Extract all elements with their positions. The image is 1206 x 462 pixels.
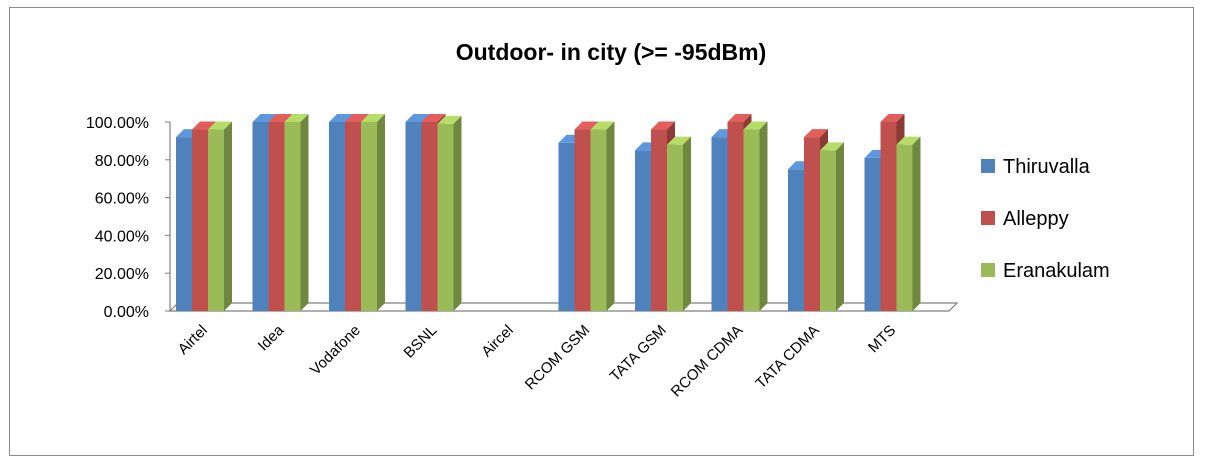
bar <box>268 122 285 311</box>
bar <box>574 129 591 311</box>
bar <box>711 137 728 311</box>
bar <box>820 150 836 311</box>
bar <box>329 122 345 311</box>
bar <box>345 122 361 311</box>
bar <box>284 122 301 311</box>
y-tick-label: 80.00% <box>95 153 149 170</box>
bar <box>743 129 760 311</box>
x-tick-label: Vodafone <box>307 322 364 379</box>
x-tick-label: TATA CDMA <box>752 322 822 392</box>
x-tick-label: MTS <box>865 322 899 356</box>
y-tick-label: 0.00% <box>104 304 149 321</box>
bar <box>727 122 744 311</box>
legend-swatch <box>981 159 995 173</box>
legend-label: Alleppy <box>1003 208 1069 230</box>
y-tick-label: 40.00% <box>95 228 149 245</box>
x-tick-label: RCOM GSM <box>522 322 594 394</box>
bar-side <box>224 121 232 311</box>
bar <box>558 142 575 311</box>
y-tick-label: 20.00% <box>95 266 149 283</box>
bar-side <box>759 121 768 311</box>
bar <box>176 137 192 311</box>
y-tick-label: 100.00% <box>86 115 149 132</box>
bar <box>635 150 651 311</box>
x-tick-label: Aircel <box>478 322 517 361</box>
x-tick-label: TATA GSM <box>607 322 670 385</box>
bar-side <box>377 114 385 311</box>
bar-side <box>683 136 691 311</box>
bar <box>252 122 269 311</box>
bars-layer <box>176 114 921 311</box>
legend-swatch <box>981 263 995 277</box>
bar <box>590 129 607 311</box>
bar <box>208 129 224 311</box>
chart-title: Outdoor- in city (>= -95dBm) <box>456 39 767 65</box>
bar-side <box>300 114 309 311</box>
bar <box>864 157 881 311</box>
bar-side <box>912 136 921 311</box>
bar <box>667 144 683 311</box>
bar <box>361 122 377 311</box>
bar <box>421 122 438 311</box>
bar-top <box>804 129 828 138</box>
bar <box>405 122 422 311</box>
y-tick-label: 60.00% <box>95 191 149 208</box>
legend-label: Thiruvalla <box>1003 156 1091 178</box>
bar <box>192 129 208 311</box>
bar <box>804 137 820 311</box>
x-tick-label: BSNL <box>401 322 441 362</box>
legend: Thiruvalla Alleppy Eranakulam <box>981 156 1110 282</box>
x-tick-label: RCOM CDMA <box>668 322 747 401</box>
legend-label: Eranakulam <box>1003 260 1110 282</box>
bar-side <box>836 142 844 311</box>
bar-side <box>606 121 615 311</box>
labels-layer: Airtel Idea Vodafone BSNL Aircel RCOM GSM TATA… <box>175 321 900 400</box>
bar <box>437 123 454 311</box>
chart-svg: Outdoor- in city (>= -95dBm) 0.00% 20.00%… <box>86 39 1110 400</box>
bar <box>896 144 913 311</box>
legend-swatch <box>981 211 995 225</box>
bar <box>880 122 897 311</box>
bar <box>651 129 667 311</box>
x-tick-label: Idea <box>255 321 288 354</box>
bar-side <box>453 115 462 311</box>
x-tick-label: Airtel <box>175 322 211 358</box>
chart-frame: Outdoor- in city (>= -95dBm) 0.00% 20.00%… <box>9 7 1194 456</box>
bar <box>788 169 804 311</box>
